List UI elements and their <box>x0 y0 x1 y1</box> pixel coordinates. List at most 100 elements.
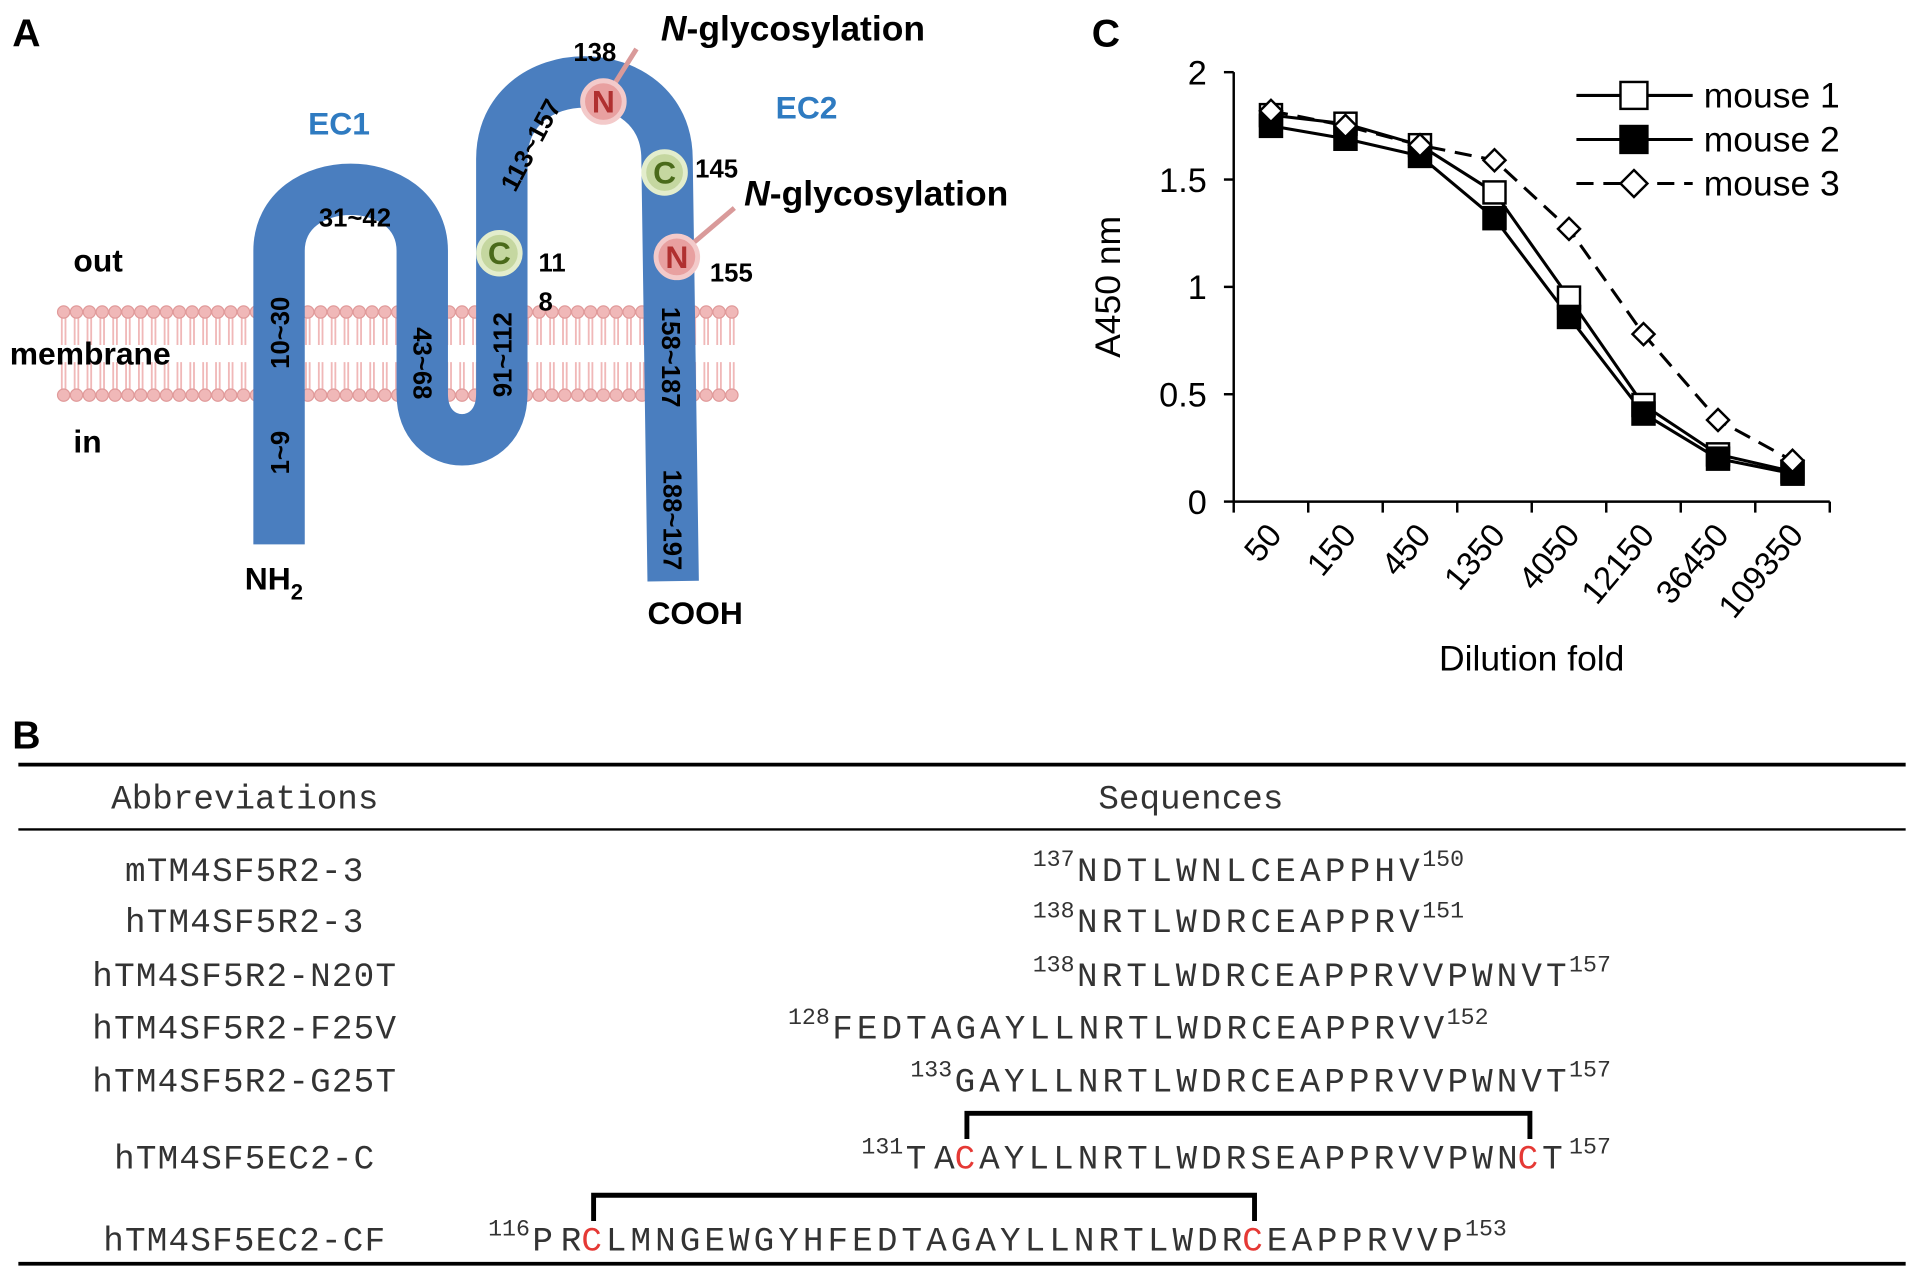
abbreviation: hTM4SF5R2-G25T <box>92 1063 397 1102</box>
lipid-head <box>223 305 238 319</box>
end-position: 157 <box>1569 1135 1611 1161</box>
lipid-head <box>172 305 187 319</box>
residue-markers: N C C N <box>476 78 701 281</box>
residue: N <box>592 84 615 120</box>
x-tick-label: 450 <box>1374 517 1438 583</box>
lipid-head <box>211 305 225 319</box>
lipid-head <box>326 305 341 319</box>
column-header: Abbreviations <box>111 781 378 820</box>
series-line <box>1270 113 1793 474</box>
glyco-text: -glycosylation <box>770 174 1009 214</box>
panel-label: A <box>12 12 40 55</box>
sequence-segment: GAYLLNRTLWDRCEAPPRVVPWNVT <box>955 1063 1567 1102</box>
lipid-head <box>725 388 739 402</box>
segment-label: 188~197 <box>657 470 685 571</box>
lipid-head <box>185 388 199 402</box>
lipid-head <box>609 388 623 402</box>
lipid-head <box>699 305 713 319</box>
lipid-head <box>82 305 97 319</box>
residue: C <box>653 155 676 191</box>
terminus-label: COOH <box>647 595 742 631</box>
lipid-head <box>699 388 713 402</box>
marker <box>1556 304 1582 330</box>
series-line <box>1270 124 1793 476</box>
sequence-segment: EAPPRVVP <box>1267 1222 1463 1261</box>
disulfide-bracket <box>964 1110 1533 1139</box>
marker <box>1779 448 1806 474</box>
segment-label: 158~187 <box>656 307 684 408</box>
legend-label: mouse 2 <box>1704 120 1840 160</box>
lipid-head <box>134 305 148 319</box>
panel-label: C <box>1092 12 1120 55</box>
end-position: 157 <box>1569 952 1611 978</box>
lipid-head <box>365 388 379 402</box>
lipid-head <box>108 305 122 319</box>
position-label: 11 <box>539 250 566 278</box>
glyco-prefix: N <box>744 174 771 214</box>
lipid-head <box>313 388 328 402</box>
lipid-head <box>95 305 109 319</box>
lipid-head <box>146 388 161 402</box>
lipid-head <box>69 305 84 319</box>
lipid-head <box>236 388 251 402</box>
end-position: 152 <box>1447 1005 1489 1031</box>
cysteine <box>641 149 688 196</box>
lipid-head <box>378 305 392 319</box>
lipid-head <box>159 388 174 402</box>
x-tick-label: 150 <box>1299 517 1363 583</box>
lipid-head <box>609 305 623 319</box>
lipid-head <box>378 388 392 402</box>
glyco-site <box>653 233 701 281</box>
lipid-head <box>532 388 546 402</box>
cysteine <box>476 229 523 277</box>
marker <box>1481 147 1508 173</box>
segment-label: 1~9 <box>267 431 295 475</box>
start-position: 128 <box>788 1005 830 1031</box>
sequence-segment: T <box>1542 1140 1563 1179</box>
start-position: 133 <box>910 1058 952 1084</box>
segment-label: 91~112 <box>490 312 518 397</box>
lipid-head <box>121 388 135 402</box>
sequence-segment: C <box>1242 1222 1263 1261</box>
abbreviation: hTM4SF5EC2-CF <box>103 1222 386 1261</box>
marker <box>1556 216 1582 242</box>
sequence-segment: NRTLWDRCEAPPRV <box>1077 904 1420 943</box>
lipid-head <box>211 388 225 402</box>
lipid-head <box>596 388 611 402</box>
segment-label: 31~42 <box>319 204 391 232</box>
lipid-head <box>146 305 161 319</box>
lipid-head <box>56 305 71 319</box>
start-position: 131 <box>861 1135 903 1161</box>
sequence-segment: FEDTAGAYLLNRTLWDRCEAPPRVV <box>832 1011 1444 1050</box>
x-tick-label: 1350 <box>1437 517 1513 597</box>
lipid-head <box>712 305 726 319</box>
glyco-text: -glycosylation <box>687 8 926 48</box>
lipid-head <box>56 388 71 402</box>
sequence-segment: AYLLNRTLWDRSEAPPRVVPWN <box>979 1140 1518 1179</box>
sequence-segment: NDTLWNLCEAPPHV <box>1077 853 1420 892</box>
lipid-head <box>82 388 97 402</box>
lipid-head <box>352 305 366 319</box>
side-label: in <box>73 424 101 460</box>
marker <box>1705 407 1731 433</box>
lipid-head <box>352 388 366 402</box>
position-label: 145 <box>695 155 738 183</box>
lipid-head <box>121 305 135 319</box>
side-label: out <box>73 243 123 279</box>
column-header: Sequences <box>1098 781 1283 820</box>
series-line <box>1270 109 1794 463</box>
legend-marker <box>1619 124 1649 155</box>
lipid-head <box>326 388 341 402</box>
sequence-segment: TA <box>906 1140 955 1179</box>
lipid-head <box>558 305 572 319</box>
segment-label: 43~68 <box>408 327 436 399</box>
disulfide-bracket <box>591 1192 1257 1221</box>
abbreviation: hTM4SF5R2-3 <box>125 904 365 943</box>
marker <box>1482 180 1507 205</box>
abbreviation: hTM4SF5R2-N20T <box>92 958 397 997</box>
legend-marker <box>1618 168 1650 199</box>
lipid-head <box>583 388 598 402</box>
lipid-head <box>570 305 585 319</box>
abbreviation: mTM4SF5R2-3 <box>125 853 365 892</box>
